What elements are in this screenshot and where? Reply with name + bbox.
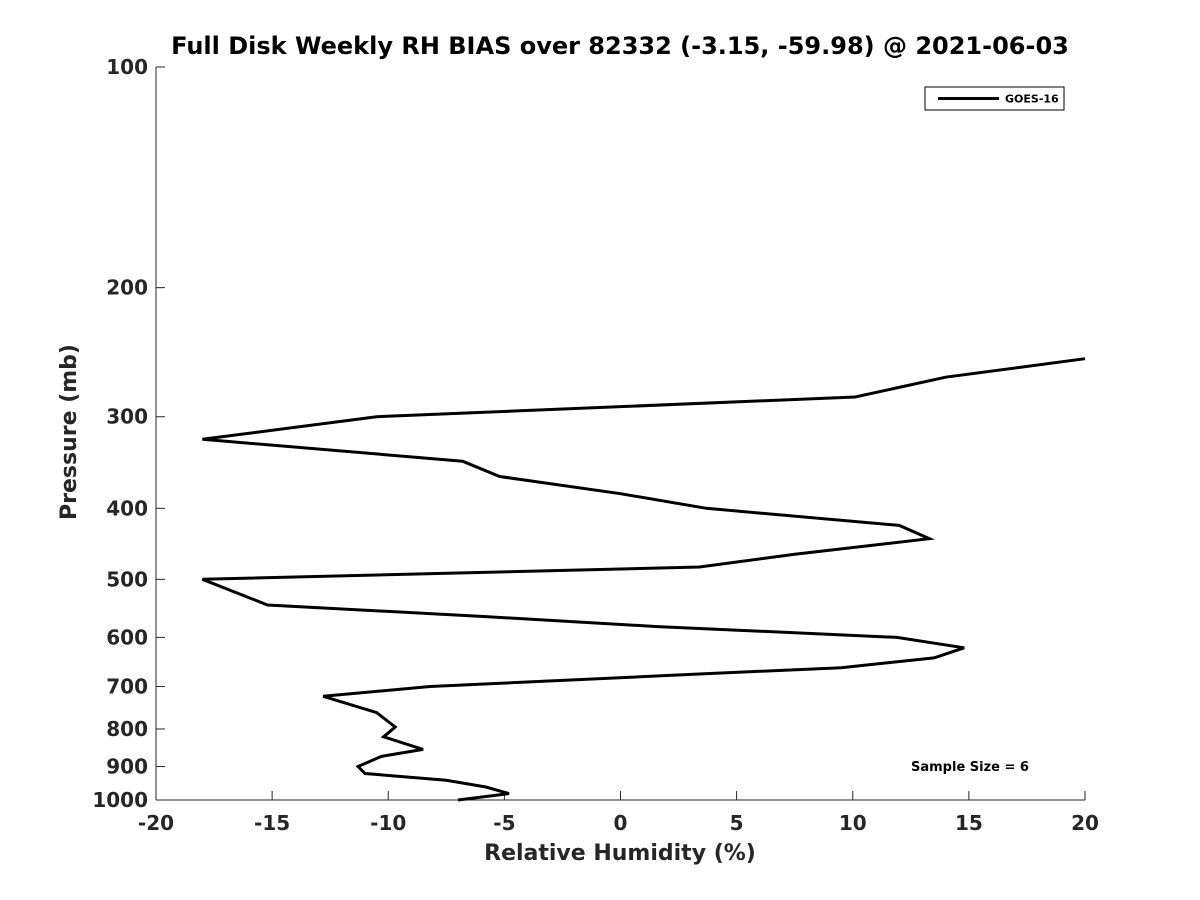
x-ticks: -20 -15 -10 -5 0 5 10 15 20 (138, 791, 1099, 835)
y-tick-label: 600 (106, 625, 148, 649)
y-tick-label: 800 (106, 717, 148, 741)
x-axis-label: Relative Humidity (%) (484, 841, 756, 866)
x-tick-label: 5 (730, 811, 744, 835)
chart-title: Full Disk Weekly RH BIAS over 82332 (-3.… (171, 32, 1069, 60)
x-tick-label: 0 (614, 811, 628, 835)
x-tick-label: 10 (839, 811, 867, 835)
x-tick-label: -20 (138, 811, 174, 835)
x-tick-label: -10 (370, 811, 406, 835)
x-tick-label: 15 (955, 811, 983, 835)
legend-label: GOES-16 (1005, 93, 1059, 106)
y-tick-label: 700 (106, 674, 148, 698)
series-group (201, 357, 1086, 802)
series-line-goes-16 (201, 357, 1086, 802)
y-axis-label: Pressure (mb) (57, 344, 82, 520)
legend: GOES-16 (924, 86, 1065, 111)
x-tick-label: -15 (254, 811, 290, 835)
y-tick-label: 200 (106, 276, 148, 300)
y-tick-label: 1000 (92, 788, 148, 812)
y-tick-label: 500 (106, 567, 148, 591)
sample-size-annotation: Sample Size = 6 (911, 760, 1029, 775)
x-tick-label: 20 (1071, 811, 1099, 835)
y-tick-label: 400 (106, 496, 148, 520)
y-ticks: 100 200 300 400 500 600 700 800 900 1000 (92, 55, 165, 812)
y-tick-label: 900 (106, 754, 148, 778)
y-tick-label: 100 (106, 55, 148, 79)
y-tick-label: 300 (106, 405, 148, 429)
x-tick-label: -5 (493, 811, 515, 835)
